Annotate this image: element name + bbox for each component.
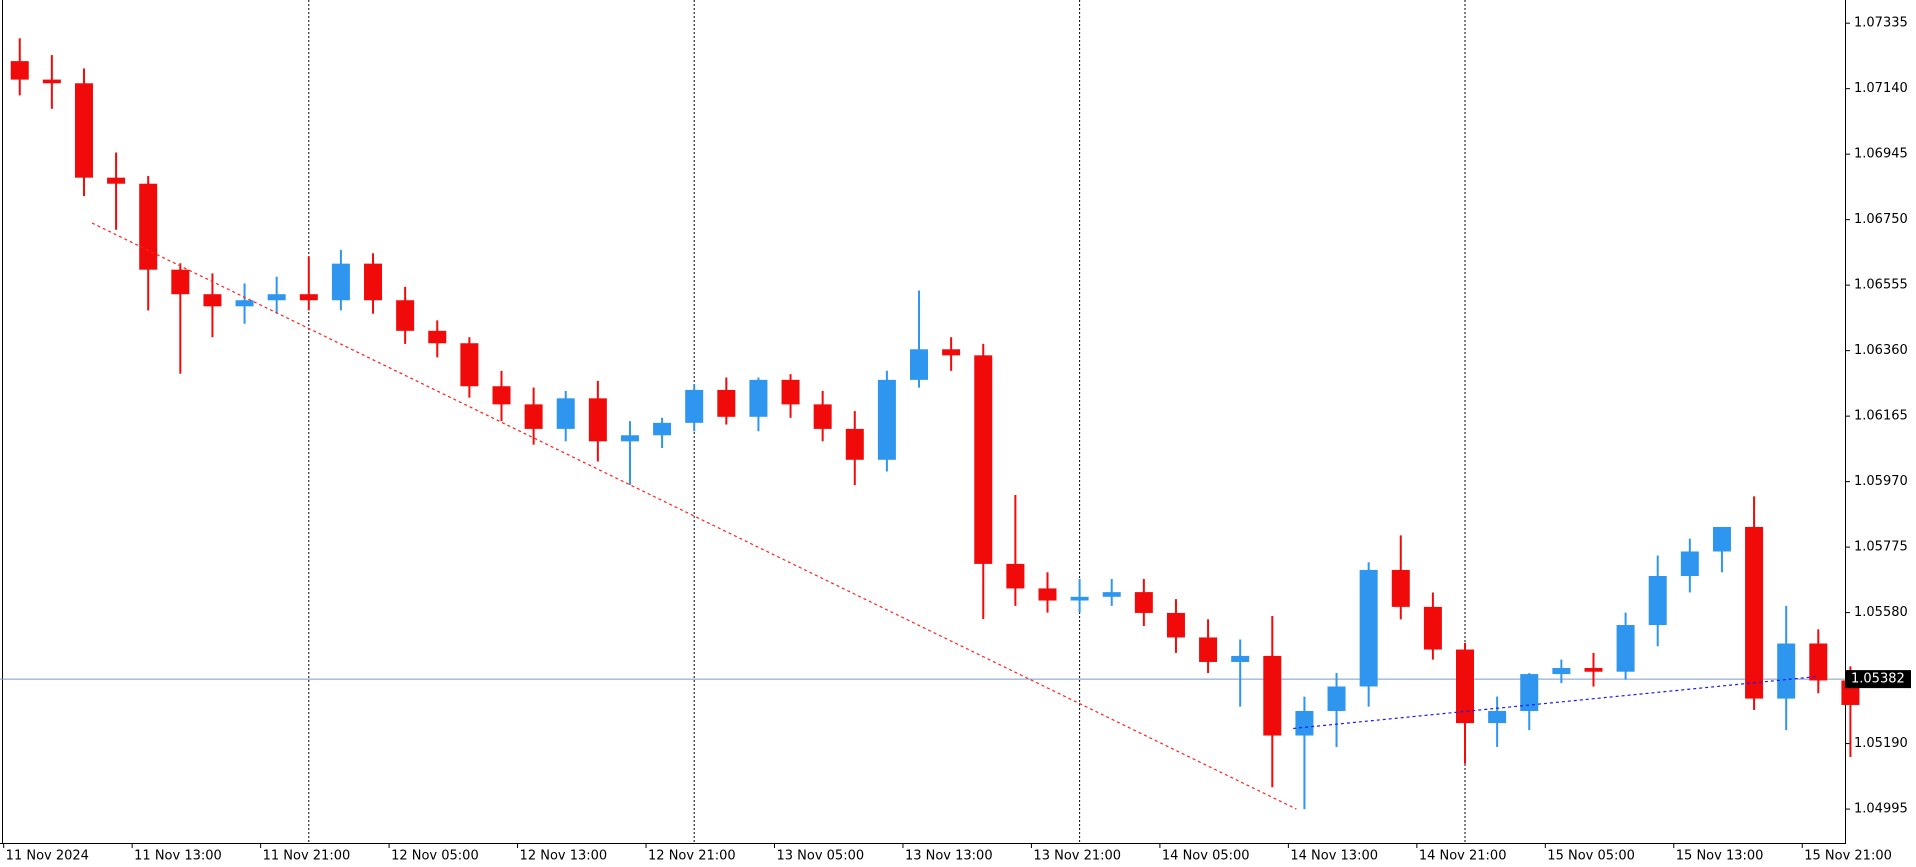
candle-body <box>1648 575 1667 626</box>
candle-body <box>267 294 286 301</box>
candle-body <box>1327 686 1346 712</box>
candle-body <box>492 386 511 405</box>
candle-body <box>1263 655 1282 736</box>
candle-body <box>1102 592 1121 597</box>
candle-body <box>10 61 29 80</box>
candle-body <box>1809 643 1828 681</box>
candle-body <box>524 404 543 429</box>
candle-body <box>1295 711 1314 736</box>
candle-body <box>781 379 800 405</box>
candle-body <box>1745 526 1764 699</box>
candle-body <box>74 83 93 178</box>
x-tick-label: 14 Nov 13:00 <box>1290 849 1378 864</box>
candle-body <box>588 398 607 442</box>
trendline <box>1293 675 1819 730</box>
x-tick-label: 15 Nov 05:00 <box>1547 849 1635 864</box>
last-price-label: 1.05382 <box>1851 672 1905 687</box>
last-price-box <box>1845 670 1911 689</box>
x-tick-label: 15 Nov 13:00 <box>1676 849 1764 864</box>
y-tick-label: 1.07335 <box>1854 16 1908 31</box>
candle-body <box>235 300 254 307</box>
x-tick-label: 13 Nov 21:00 <box>1033 849 1121 864</box>
candle-body <box>1520 674 1539 712</box>
x-tick-label: 12 Nov 13:00 <box>520 849 608 864</box>
candle-body <box>203 294 222 307</box>
candle-body <box>171 269 190 295</box>
candle-body <box>1680 551 1699 576</box>
candle-body <box>910 349 929 380</box>
x-tick-label: 13 Nov 13:00 <box>905 849 993 864</box>
candle-body <box>717 389 736 417</box>
candle-body <box>1070 596 1089 601</box>
y-tick-label: 1.06165 <box>1854 409 1908 424</box>
candle-body <box>1166 612 1185 638</box>
candle-body <box>620 435 639 442</box>
y-tick-label: 1.05580 <box>1854 605 1908 620</box>
x-tick-label: 12 Nov 21:00 <box>648 849 736 864</box>
candle-body <box>428 330 447 344</box>
x-tick-label: 11 Nov 13:00 <box>134 849 222 864</box>
candle-body <box>1552 668 1571 675</box>
candle-body <box>299 294 318 301</box>
x-tick-label: 14 Nov 21:00 <box>1419 849 1507 864</box>
trendline <box>91 222 1297 810</box>
candle-body <box>331 263 350 301</box>
x-tick-label: 11 Nov 21:00 <box>263 849 351 864</box>
y-tick-label: 1.05970 <box>1854 474 1908 489</box>
y-tick-label: 1.05775 <box>1854 540 1908 555</box>
candle-body <box>460 343 479 387</box>
y-tick-label: 1.07140 <box>1854 81 1908 96</box>
candle-body <box>685 389 704 423</box>
candle-body <box>107 177 126 184</box>
candle-body <box>42 79 61 84</box>
x-tick-label: 11 Nov 2024 <box>6 849 89 864</box>
candle-body <box>1006 563 1025 589</box>
candle-body <box>1616 625 1635 672</box>
candle-body <box>1712 526 1731 552</box>
y-tick-label: 1.05190 <box>1854 736 1908 751</box>
candle-body <box>1423 606 1442 650</box>
candle-body <box>1391 569 1410 607</box>
candle-body <box>139 183 158 270</box>
candle-body <box>1359 569 1378 687</box>
y-tick-label: 1.06555 <box>1854 278 1908 293</box>
candle-body <box>364 263 383 301</box>
candle-body <box>1134 592 1153 613</box>
candle-body <box>396 300 415 331</box>
x-tick-label: 15 Nov 21:00 <box>1804 849 1892 864</box>
candle-body <box>813 404 832 429</box>
candle-body <box>1199 637 1218 662</box>
candle-body <box>1488 711 1507 724</box>
candle-body <box>1584 668 1603 672</box>
x-tick-label: 13 Nov 05:00 <box>776 849 864 864</box>
candle-body <box>653 422 672 436</box>
y-tick-label: 1.06750 <box>1854 212 1908 227</box>
x-tick-label: 14 Nov 05:00 <box>1162 849 1250 864</box>
candle-body <box>1456 649 1475 724</box>
candle-body <box>1231 655 1250 662</box>
candle-body <box>845 428 864 460</box>
y-tick-label: 1.06360 <box>1854 343 1908 358</box>
y-tick-label: 1.04995 <box>1854 802 1908 817</box>
candle-body <box>877 379 896 460</box>
candle-body <box>749 379 768 417</box>
candle-body <box>1777 643 1796 699</box>
candle-body <box>1038 588 1057 601</box>
y-tick-label: 1.06945 <box>1854 147 1908 162</box>
x-tick-label: 12 Nov 05:00 <box>391 849 479 864</box>
candle-body <box>556 398 575 429</box>
candle-body <box>974 355 993 564</box>
candle-body <box>942 349 961 356</box>
